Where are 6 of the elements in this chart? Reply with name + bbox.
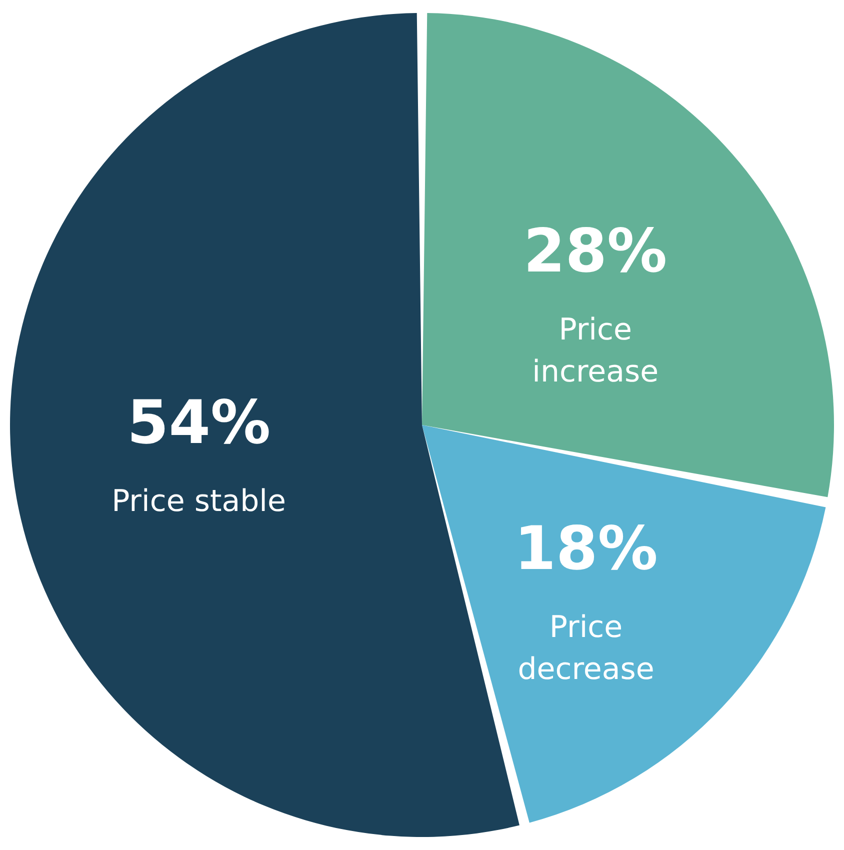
slice-label: Price increase <box>532 312 659 390</box>
data-label: 28% <box>524 216 668 287</box>
data-label: 54% <box>126 388 271 458</box>
slice-label: Price stable <box>112 484 286 520</box>
slice-label: Price decrease <box>518 610 654 688</box>
data-label: 18% <box>514 514 658 584</box>
